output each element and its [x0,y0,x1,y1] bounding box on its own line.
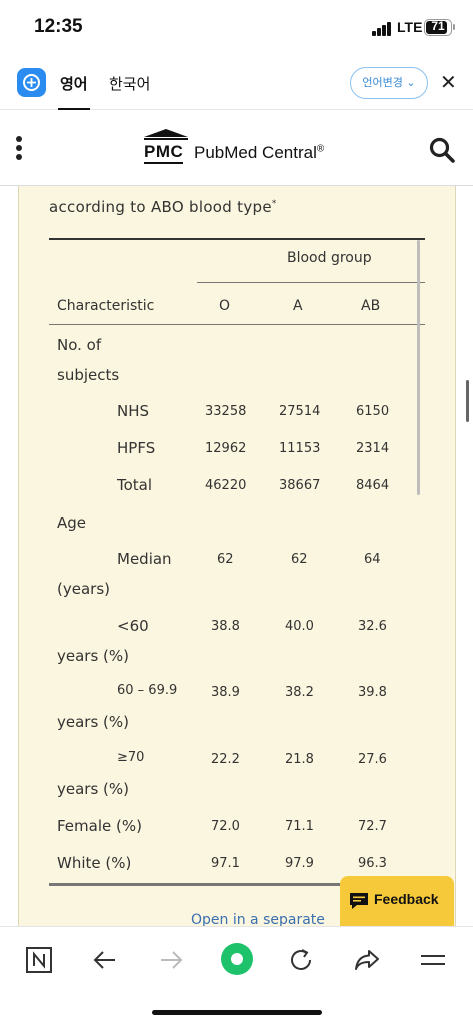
table-cell: 39.8 [358,685,387,700]
table-cell: 33258 [205,404,247,419]
table-cell: 46220 [205,478,247,493]
table-cell: 72.0 [211,819,240,834]
table-cell: 2314 [356,441,390,456]
table-cell: 72.7 [358,819,387,834]
table-rule-top [49,238,425,240]
blood-group-header: Blood group [287,250,372,266]
search-icon[interactable] [428,136,456,164]
battery-tip [453,24,455,30]
chat-bubble-icon [350,893,368,909]
table-cell: 64 [364,552,381,567]
row-label: Total [117,476,153,494]
table-cell: 12962 [205,441,247,456]
row-label: Median [117,550,172,568]
table-rule-header [49,324,425,325]
row-label: Age [57,514,87,532]
translate-bar: 영어 한국어 언어변경 ⌄ ✕ [0,56,473,110]
home-indicator [152,1010,322,1015]
page-scrollbar[interactable] [466,380,469,422]
chevron-down-icon: ⌄ [406,76,416,89]
table-cell: 6150 [356,404,390,419]
row-label: White (%) [57,854,132,872]
pmc-logo-mark: PMC [144,142,184,164]
site-header: PMC PubMed Central® [0,110,473,186]
pmc-logo[interactable]: PMC PubMed Central® [142,128,342,172]
table-cell: 97.9 [285,856,314,871]
table-cell: 21.8 [285,752,314,767]
tab-english[interactable]: 영어 [58,75,90,110]
browser-bottom-bar [0,926,473,1024]
close-icon[interactable]: ✕ [440,70,457,94]
signal-icon [372,22,392,36]
translate-app-icon[interactable] [17,68,46,97]
table-cell: 38667 [279,478,321,493]
table-cell: 32.6 [358,619,387,634]
row-label: NHS [117,402,150,420]
feedback-label: Feedback [374,891,439,907]
feedback-button[interactable]: Feedback [340,876,454,926]
row-label-continued: subjects [57,366,120,384]
table-cell: 62 [217,552,234,567]
row-label-continued: years (%) [57,713,130,731]
table-cell: 38.2 [285,685,314,700]
battery-level: 71 [431,19,445,33]
pmc-roof-icon [144,129,188,140]
col-header-a: A [293,298,303,314]
table-cell: 11153 [279,441,321,456]
table-rule-bottom [49,883,425,886]
change-language-label: 언어변경 [362,76,403,89]
table-cell: 97.1 [211,856,240,871]
network-type: LTE [397,19,423,35]
more-vertical-icon[interactable] [16,136,22,160]
table-cell: 8464 [356,478,390,493]
col-header-o: O [219,298,231,314]
col-header-ab: AB [361,298,381,314]
row-label: 60 – 69.9 [117,683,178,698]
status-bar: 12:35 LTE 71 [0,0,473,56]
table-cell: 40.0 [285,619,314,634]
back-arrow-icon[interactable] [90,945,120,975]
forward-arrow-icon[interactable] [156,945,186,975]
change-language-button[interactable]: 언어변경 ⌄ [350,67,428,99]
table-rule-group [197,282,425,283]
menu-icon[interactable] [418,945,448,975]
table-cell: 96.3 [358,856,387,871]
status-time: 12:35 [34,16,83,37]
share-icon[interactable] [352,945,382,975]
row-label: ≥70 [117,750,145,765]
row-label: Female (%) [57,817,142,835]
n-logo-icon[interactable] [24,945,54,975]
table-scrollbar[interactable] [417,240,420,495]
refresh-icon[interactable] [286,945,316,975]
tab-korean[interactable]: 한국어 [109,75,151,93]
row-label-continued: years (%) [57,647,130,665]
table-cell: 38.8 [211,619,240,634]
table-cell: 71.1 [285,819,314,834]
row-label: <60 [117,617,149,635]
table-cell: 38.9 [211,685,240,700]
table-cell: 22.2 [211,752,240,767]
pmc-logo-name: PubMed Central® [194,143,325,162]
row-label-continued: years (%) [57,780,130,798]
green-dot-icon[interactable] [220,942,254,976]
col-header-characteristic: Characteristic [57,298,155,314]
table-panel: according to ABO blood type* Blood group… [18,186,456,926]
battery-icon: 71 [424,19,452,36]
table-cell: 62 [291,552,308,567]
open-in-separate-window-link[interactable]: Open in a separate [191,912,325,926]
row-label: HPFS [117,439,156,457]
table-cell: 27514 [279,404,321,419]
row-label: No. of [57,336,102,354]
table-cell: 27.6 [358,752,387,767]
table-caption: according to ABO blood type* [49,198,277,216]
row-label-continued: (years) [57,580,110,598]
